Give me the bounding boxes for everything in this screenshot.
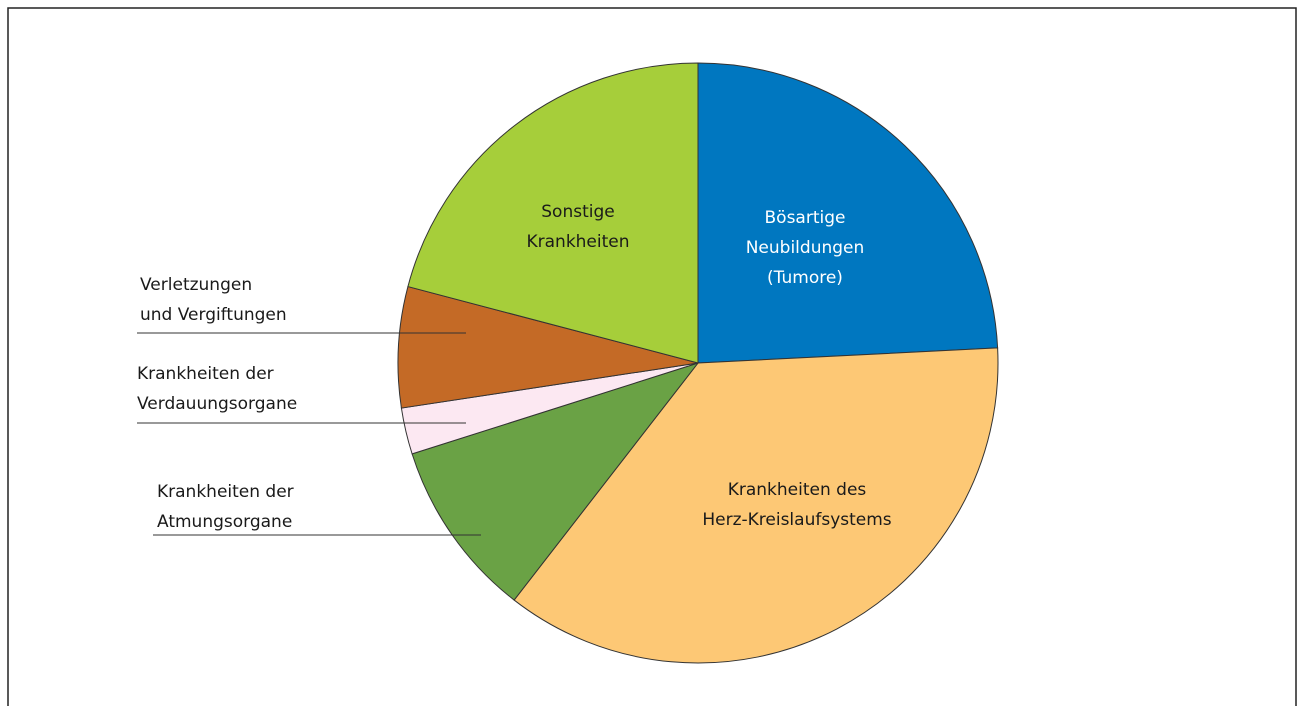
slice-label: Krankheiten [526,232,629,252]
slice-label: Krankheiten des [728,480,867,500]
slice-label: Neubildungen [746,238,865,258]
pie-slice [407,62,699,364]
pie-slice [397,285,699,409]
slice-label: Bösartige [765,208,846,228]
slice-label: Atmungsorgane [157,512,292,532]
slice-label: und Vergiftungen [140,305,287,325]
frame [7,7,1297,706]
slice-label: Sonstige [541,202,614,222]
pie-slice [697,62,999,364]
slice-label: Krankheiten der [157,482,294,502]
slice-label: Krankheiten der [137,364,274,384]
slice-label: Verletzungen [140,275,252,295]
slice-label: Herz-Kreislaufsystems [702,510,891,530]
slice-label: Verdauungsorgane [137,394,297,414]
pie-slice [513,347,999,664]
slice-label: (Tumore) [767,268,843,288]
